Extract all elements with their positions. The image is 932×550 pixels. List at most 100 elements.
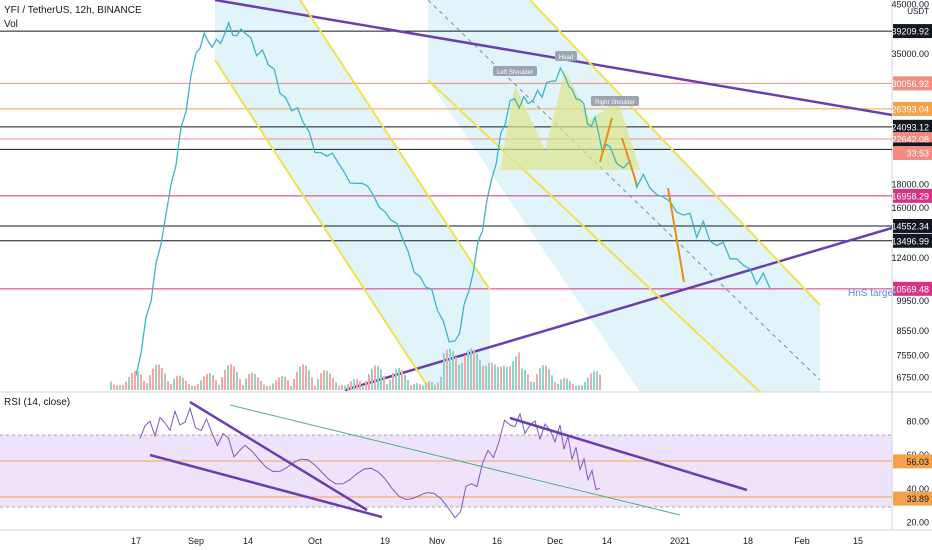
price-tick-bg-5 [893,119,932,134]
volume-bar [353,379,355,390]
volume-bar [521,368,523,390]
volume-bar [398,368,400,390]
volume-bar [503,365,505,390]
volume-bar [197,383,199,390]
volume-bar [443,353,445,390]
trendline-upper [214,0,893,117]
volume-bar [581,385,583,390]
volume-bar [326,370,328,390]
volume-bar [188,383,190,390]
rsi-value-label-0: 56.03 [906,457,929,467]
volume-bar [350,381,352,390]
volume-bar [431,381,433,390]
volume-bar [308,370,310,390]
rsi-trendline-4 [229,404,681,516]
volume-bar [395,368,397,390]
time-tick-12: 15 [853,536,863,546]
volume-bar [560,379,562,390]
volume-bar [470,348,472,390]
volume-bar [383,375,385,390]
price-tick-label-18: 6750.00 [896,373,929,383]
volume-bar [368,374,370,390]
volume-bar [416,382,418,390]
price-tick-label-8: 18000.00 [891,180,929,190]
volume-bar [506,366,508,390]
price-tick-bg-11 [893,218,932,233]
right-shoulder-box [591,96,639,106]
symbol-title[interactable]: YFI / TetherUS, 12h, BINANCE [4,5,142,16]
volume-bar [392,372,394,390]
volume-bar [386,384,388,390]
volume-bar [509,366,511,390]
volume-bar [524,369,526,390]
volume-bar [341,384,343,390]
price-tick-label-3: 30056.92 [891,79,929,89]
price-axis-ticks: 45000.00 39209.92 35000.00 30056.92 26393.04… [891,0,932,383]
price-tick-label-5: 24093.12 [891,122,929,132]
rsi-title[interactable]: RSI (14, close) [4,397,71,408]
volume-bar [335,382,337,390]
rsi-value-bg-1 [893,491,932,506]
volume-bar [563,377,565,390]
volume-bar [437,382,439,390]
volume-bar [461,362,463,390]
volume-bar [191,385,193,390]
volume-bar [539,368,541,390]
channel-line-1b [214,59,431,391]
volume-bar [404,374,406,390]
volume-bar [290,385,292,390]
time-tick-3: Oct [308,536,323,546]
volume-bar [455,356,457,390]
volume-bar [575,385,577,390]
volume-bar [464,355,466,390]
price-tick-label-12: 13496.99 [891,236,929,246]
volume-bar [227,365,229,390]
volume-bar [578,385,580,390]
volume-bar [110,381,112,390]
volume-bar [161,367,163,390]
arrow-2 [621,137,638,186]
volume-bar [233,366,235,390]
volume-bar [374,365,376,390]
volume-bar [182,377,184,390]
volume-bar [452,351,454,390]
volume-bar [215,380,217,390]
left-shoulder-label: Left Shoulder [497,70,533,76]
arrow-1 [599,117,613,163]
time-tick-0: 17 [131,536,141,546]
countdown-label: 33:53 [906,149,929,159]
volume-bar [128,376,130,390]
volume-bar [359,380,361,390]
volume-bar [230,364,232,390]
channel-midline [427,0,821,381]
price-tick-label-15: 9950.00 [896,296,929,306]
volume-bar [569,380,571,390]
channel-line-1a [299,0,491,291]
volume-bar [305,365,307,390]
volume-bar [287,380,289,390]
volume-bar [449,348,451,390]
volume-bar [251,372,253,390]
volume-label: Vol [4,19,18,30]
volume-bar [242,385,244,390]
volume-bar [527,374,529,390]
price-tick-label-4: 26393.04 [891,104,929,114]
volume-bar [533,382,535,390]
volume-bar [272,383,274,390]
volume-bar [146,383,148,390]
volume-bar [317,378,319,390]
time-tick-4: 19 [380,536,390,546]
volume-bar [485,365,487,390]
volume-bar [473,349,475,390]
time-tick-5: Nov [429,536,446,546]
volume-bar [413,383,415,390]
volume-bar [410,384,412,390]
price-tick-bg-14 [893,281,932,296]
volume-bar [137,371,139,390]
price-tick-label-11: 14552.34 [891,221,929,231]
volume-bar [362,385,364,390]
price-tick-label-2: 35000.00 [891,49,929,59]
volume-bar [329,373,331,390]
volume-bar [143,380,145,390]
